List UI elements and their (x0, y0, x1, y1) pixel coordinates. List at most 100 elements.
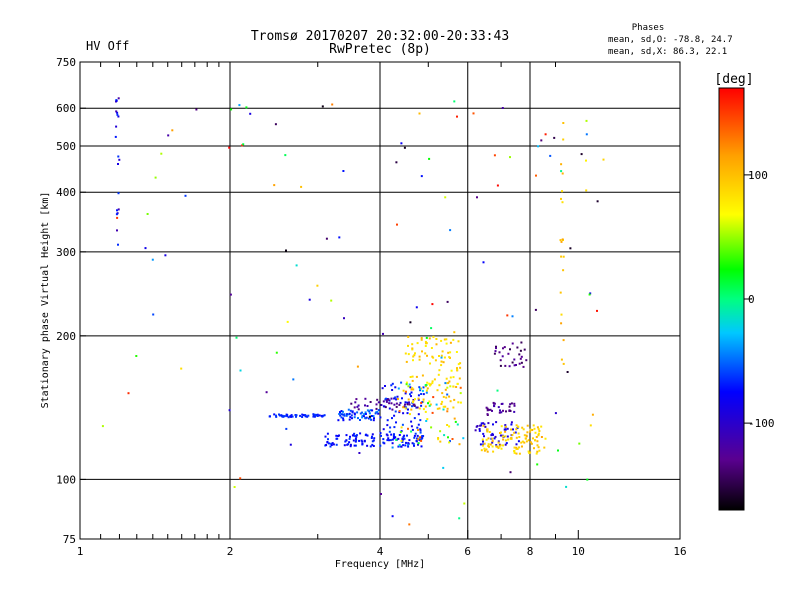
data-point (229, 293, 232, 296)
data-point (321, 105, 324, 108)
data-point (361, 442, 364, 445)
data-point (411, 379, 414, 382)
data-point (538, 449, 541, 452)
data-point (424, 384, 427, 387)
data-point (332, 443, 335, 446)
data-point (495, 445, 498, 448)
x-tick-label: 4 (377, 545, 384, 558)
y-tick-label: 750 (56, 56, 76, 69)
data-point (483, 442, 486, 445)
data-point (410, 388, 413, 391)
data-point (491, 432, 494, 435)
data-point (364, 404, 366, 407)
data-point (372, 445, 375, 447)
data-point (117, 155, 120, 158)
data-point (343, 317, 345, 320)
data-point (495, 345, 497, 348)
data-point (429, 383, 432, 386)
data-point (411, 442, 414, 445)
data-point (349, 445, 352, 448)
data-point (386, 439, 389, 442)
data-point (407, 398, 410, 401)
data-point (346, 413, 348, 416)
data-point (481, 438, 484, 441)
data-point (513, 410, 516, 413)
data-point (383, 405, 386, 408)
data-point (326, 432, 329, 435)
data-point (408, 401, 410, 404)
data-point (404, 444, 407, 447)
data-point (301, 413, 304, 416)
data-point (306, 415, 309, 418)
data-point (441, 392, 444, 395)
data-point (602, 158, 605, 161)
data-point (420, 337, 423, 339)
data-point (437, 438, 440, 441)
data-point (381, 387, 384, 390)
data-point (349, 435, 351, 438)
data-point (409, 413, 411, 416)
data-point (554, 412, 557, 415)
data-point (413, 403, 416, 406)
data-point (589, 424, 592, 427)
data-point (448, 395, 451, 398)
data-point (560, 358, 563, 361)
data-point (117, 163, 119, 165)
data-point (418, 386, 421, 389)
data-point (502, 347, 504, 350)
data-point (426, 381, 429, 384)
data-point (388, 439, 391, 442)
data-point (382, 400, 385, 403)
data-point (449, 229, 452, 232)
data-point (249, 112, 252, 115)
data-point (430, 327, 433, 330)
data-point (513, 364, 516, 367)
y-tick-label: 500 (56, 140, 76, 153)
data-point (375, 407, 378, 410)
data-point (353, 412, 356, 415)
data-point (340, 410, 343, 412)
data-point (479, 424, 482, 427)
data-point (358, 439, 361, 442)
data-point (361, 411, 363, 414)
data-point (407, 443, 410, 446)
data-point (424, 345, 427, 347)
data-point (414, 398, 416, 401)
data-point (424, 410, 427, 413)
data-point (417, 438, 420, 441)
data-point (510, 437, 513, 440)
data-point (404, 401, 407, 404)
data-point (302, 414, 305, 417)
data-point (521, 440, 524, 443)
data-point (487, 443, 490, 446)
data-point (365, 433, 367, 436)
data-point (443, 434, 446, 437)
data-point (397, 445, 400, 448)
data-point (372, 415, 375, 417)
data-point (442, 408, 445, 411)
data-point (395, 405, 398, 408)
data-point (398, 434, 401, 436)
data-point (275, 414, 277, 417)
data-point (496, 389, 499, 392)
data-point (281, 414, 284, 417)
data-point (393, 414, 396, 417)
data-point (350, 402, 353, 405)
data-point (532, 437, 534, 440)
data-point (295, 414, 298, 417)
data-point (361, 440, 364, 443)
data-point (391, 515, 394, 518)
x-tick-label: 16 (673, 545, 686, 558)
data-point (417, 442, 420, 445)
data-point (432, 396, 435, 399)
data-point (395, 161, 398, 164)
data-point (532, 424, 535, 427)
data-point (522, 365, 525, 368)
data-point (167, 134, 170, 137)
data-point (429, 403, 432, 406)
data-point (342, 417, 345, 420)
data-point (239, 477, 242, 480)
data-point (534, 431, 537, 434)
data-point (517, 440, 520, 443)
